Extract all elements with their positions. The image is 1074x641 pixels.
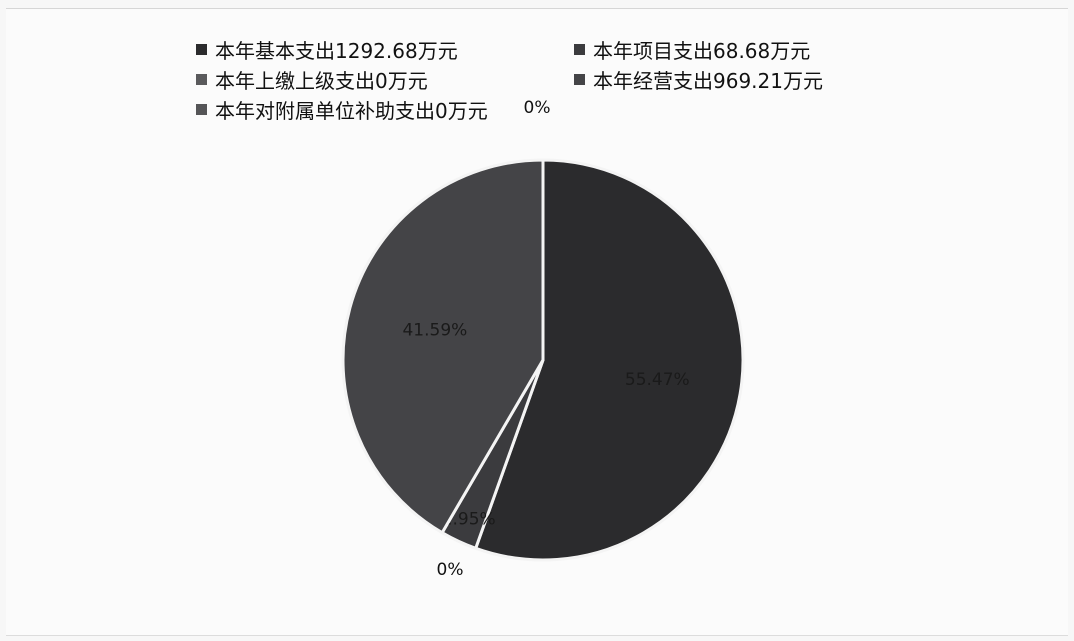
pie-slice bbox=[341, 158, 545, 535]
legend-label: 本年上缴上级支出0万元 bbox=[215, 69, 428, 93]
slice-data-label: 41.59% bbox=[402, 321, 467, 341]
slice-data-label: 55.47% bbox=[625, 370, 690, 390]
legend-swatch bbox=[196, 104, 207, 115]
slice-data-label: 0% bbox=[437, 560, 464, 580]
slice-data-label: 2.95% bbox=[442, 510, 496, 530]
legend-item-operating-expenditure: 本年经营支出969.21万元 bbox=[574, 65, 823, 94]
legend-swatch bbox=[196, 74, 207, 85]
legend-item-subsidiary-subsidy: 本年对附属单位补助支出0万元 bbox=[196, 95, 488, 124]
legend-label: 本年项目支出68.68万元 bbox=[593, 39, 811, 63]
chart-legend: 本年基本支出1292.68万元 本年项目支出68.68万元 本年上缴上级支出0万… bbox=[196, 35, 896, 135]
legend-label: 本年经营支出969.21万元 bbox=[593, 69, 823, 93]
legend-item-remittance-expenditure: 本年上缴上级支出0万元 bbox=[196, 65, 428, 94]
legend-label: 本年基本支出1292.68万元 bbox=[215, 39, 458, 63]
legend-label: 本年对附属单位补助支出0万元 bbox=[215, 99, 488, 123]
slice-data-label: 0% bbox=[524, 98, 551, 118]
legend-item-project-expenditure: 本年项目支出68.68万元 bbox=[574, 35, 810, 64]
legend-item-basic-expenditure: 本年基本支出1292.68万元 bbox=[196, 35, 458, 64]
legend-swatch bbox=[574, 74, 585, 85]
pie-slice bbox=[473, 158, 745, 562]
legend-swatch bbox=[196, 44, 207, 55]
legend-swatch bbox=[574, 44, 585, 55]
